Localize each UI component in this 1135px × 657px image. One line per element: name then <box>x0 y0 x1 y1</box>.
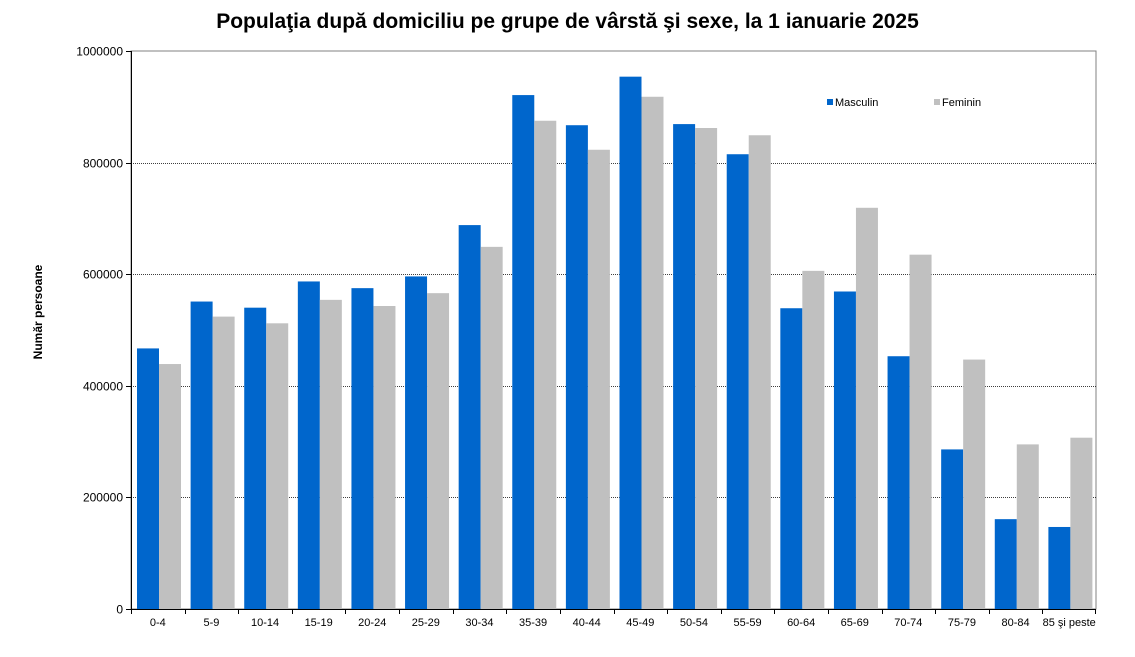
x-tick-label: 40-44 <box>573 617 601 629</box>
x-tick-label: 0-4 <box>150 617 166 629</box>
bar-masculin-15 <box>887 356 910 609</box>
y-tick-label: 1000000 <box>76 45 123 59</box>
bar-feminin-6 <box>427 293 450 609</box>
x-tick-label: 10-14 <box>251 617 279 629</box>
y-tick-label: 800000 <box>83 157 123 171</box>
y-tick-label: 0 <box>116 603 123 617</box>
bar-masculin-12 <box>726 154 749 610</box>
bar-feminin-9 <box>587 149 610 610</box>
bar-masculin-5 <box>351 288 374 609</box>
bar-feminin-2 <box>212 316 235 609</box>
bar-masculin-8 <box>512 95 535 609</box>
bar-masculin-18 <box>1048 526 1071 609</box>
y-axis-label: Număr persoane <box>31 264 45 359</box>
x-tick-label: 85 şi peste <box>1043 617 1096 629</box>
bar-masculin-4 <box>297 281 320 609</box>
chart-title: Populaţia după domiciliu pe grupe de vâr… <box>216 10 919 33</box>
bar-feminin-4 <box>319 299 342 609</box>
bars <box>137 76 1093 610</box>
bar-feminin-10 <box>641 96 664 610</box>
bar-feminin-13 <box>802 270 825 609</box>
bar-feminin-11 <box>695 128 718 609</box>
y-tick-label: 200000 <box>83 491 123 505</box>
x-tick-label: 20-24 <box>358 617 386 629</box>
bar-masculin-17 <box>994 519 1017 609</box>
bar-feminin-7 <box>480 246 503 609</box>
x-tick-label: 60-64 <box>787 617 815 629</box>
legend: Masculin Feminin <box>827 97 981 109</box>
x-tick-label: 25-29 <box>412 617 440 629</box>
legend-label-feminin: Feminin <box>942 97 981 109</box>
axes: 0 200000 400000 600000 800000 1000000 0-4 5-9 10… <box>76 45 1096 629</box>
bar-masculin-14 <box>833 291 856 609</box>
bar-feminin-3 <box>266 323 289 609</box>
bar-feminin-1 <box>159 364 181 609</box>
y-tick-label: 400000 <box>83 380 123 394</box>
bar-masculin-9 <box>565 125 588 610</box>
legend-swatch-feminin <box>934 99 940 105</box>
legend-swatch-masculin <box>827 99 833 105</box>
x-tick-label: 55-59 <box>733 617 761 629</box>
bar-feminin-14 <box>855 207 878 609</box>
bar-feminin-15 <box>909 254 932 610</box>
bar-feminin-8 <box>534 120 557 609</box>
bar-masculin-2 <box>190 301 213 609</box>
x-tick-label: 80-84 <box>1002 617 1030 629</box>
bar-feminin-18 <box>1070 437 1093 609</box>
x-tick-label: 45-49 <box>626 617 654 629</box>
bar-feminin-17 <box>1016 444 1039 609</box>
bar-feminin-16 <box>963 359 986 609</box>
bar-masculin-13 <box>780 308 803 609</box>
gridlines <box>130 50 1097 610</box>
x-tick-label: 15-19 <box>305 617 333 629</box>
x-tick-label: 65-69 <box>841 617 869 629</box>
x-tick-label: 5-9 <box>203 617 219 629</box>
x-tick-label: 70-74 <box>894 617 922 629</box>
bar-feminin-5 <box>373 306 396 609</box>
x-tick-label: 75-79 <box>948 617 976 629</box>
legend-label-masculin: Masculin <box>835 97 878 109</box>
x-tick-label: 30-34 <box>465 617 493 629</box>
x-tick-label: 50-54 <box>680 617 708 629</box>
bar-masculin-3 <box>244 307 267 609</box>
bar-masculin-6 <box>405 276 428 609</box>
bar-masculin-7 <box>458 225 481 609</box>
bar-masculin-1 <box>137 348 159 609</box>
bar-masculin-11 <box>673 124 696 610</box>
y-tick-label: 600000 <box>83 268 123 282</box>
bar-feminin-12 <box>748 135 771 609</box>
bar-masculin-10 <box>619 76 642 610</box>
bar-masculin-16 <box>941 449 964 609</box>
x-tick-label: 35-39 <box>519 617 547 629</box>
